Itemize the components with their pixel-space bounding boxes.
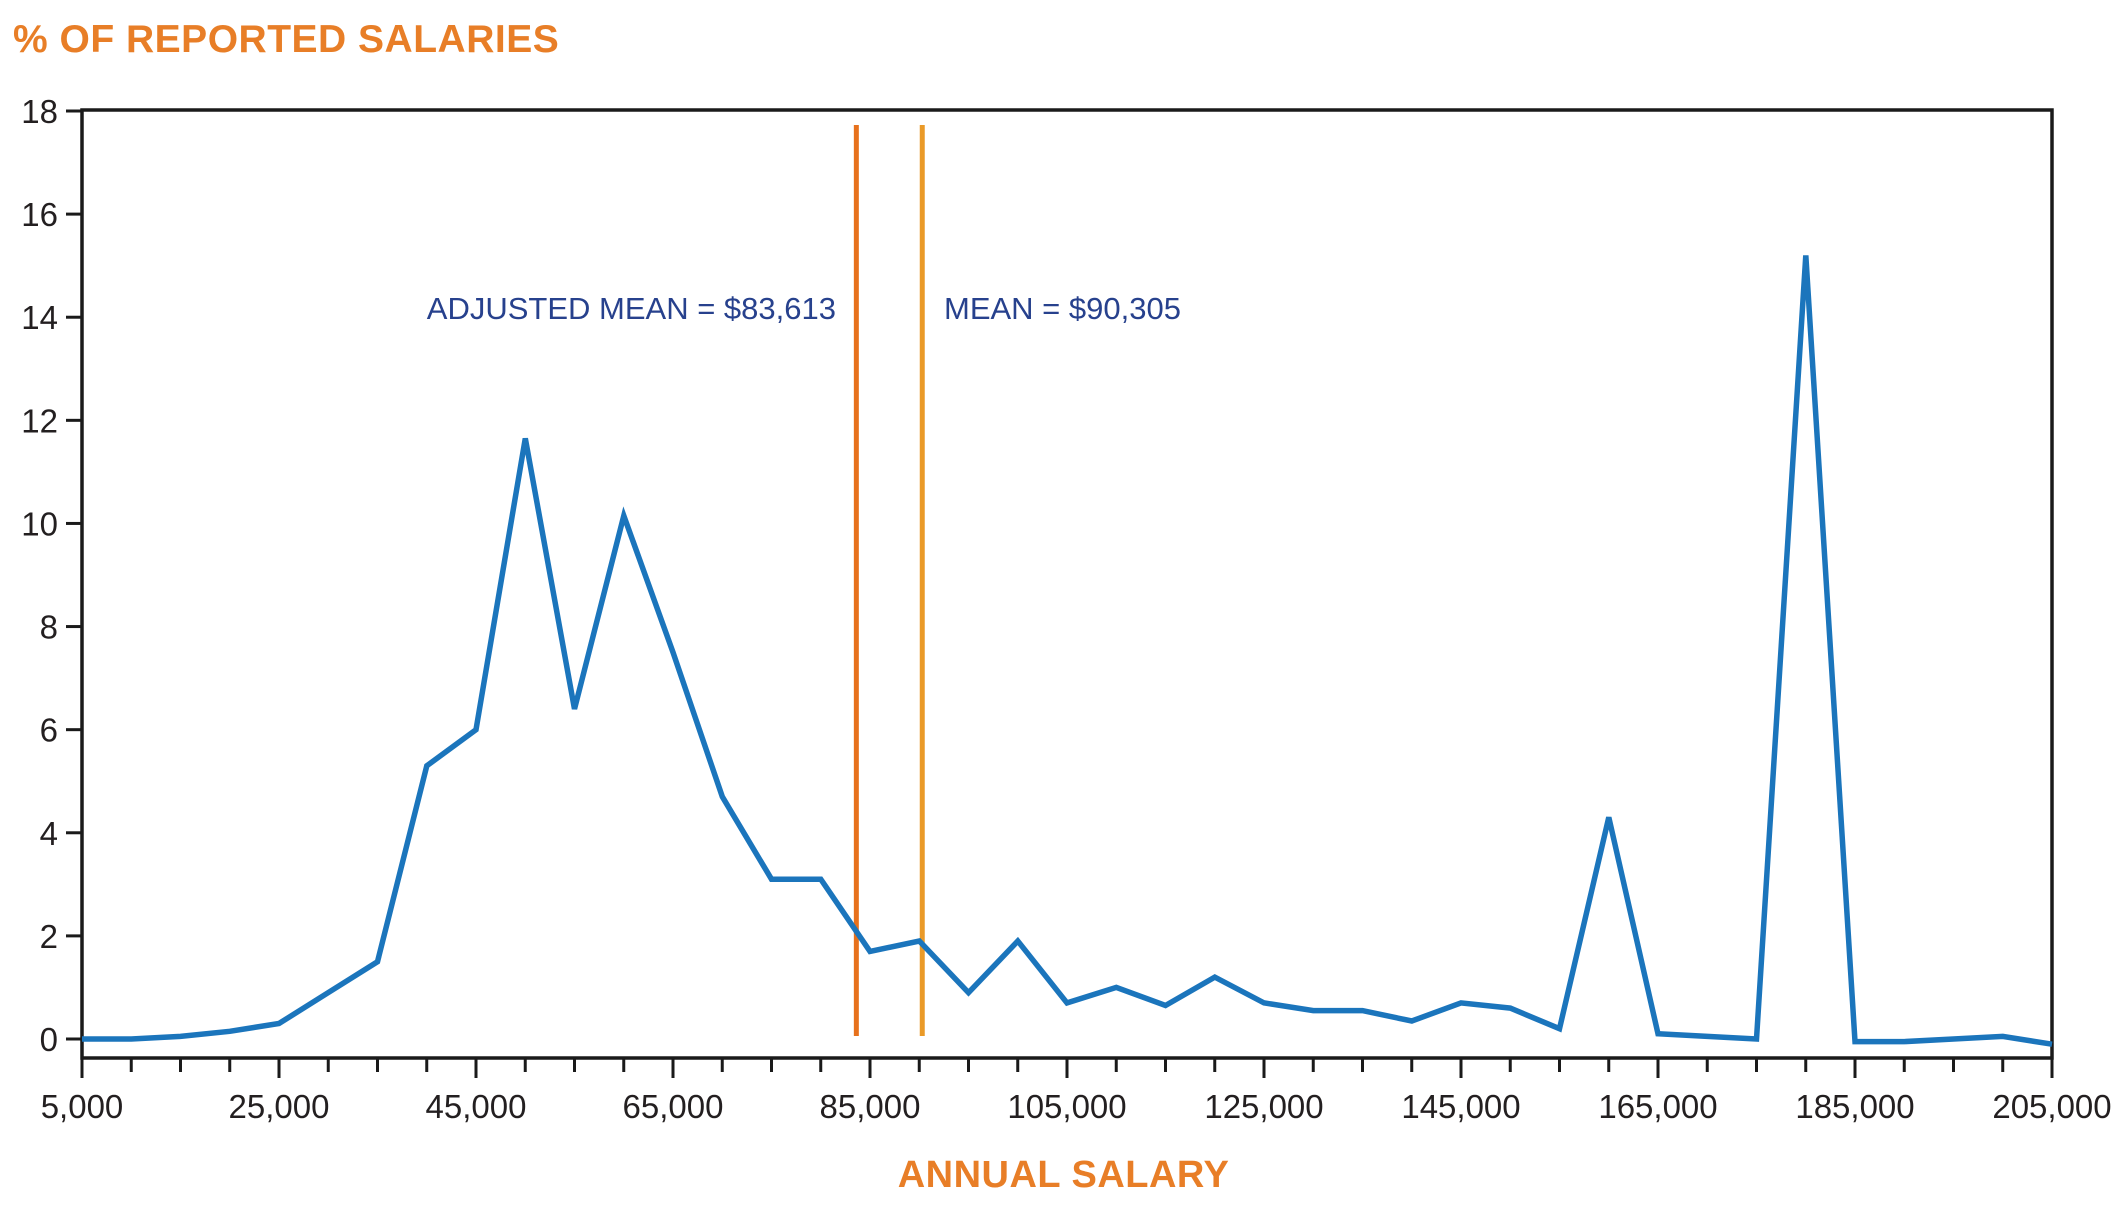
- y-tick-label: 12: [21, 402, 58, 439]
- x-tick-label: 185,000: [1795, 1088, 1914, 1125]
- x-tick-label: 45,000: [426, 1088, 527, 1125]
- x-tick-label: 5,000: [41, 1088, 124, 1125]
- x-tick-label: 165,000: [1598, 1088, 1717, 1125]
- salary-distribution-line: [82, 255, 2053, 1047]
- adjusted-mean-annotation: ADJUSTED MEAN = $83,613: [426, 291, 836, 326]
- x-axis-ticks: 5,000 25,000 45,000 65,000 85,000 105,000 125,…: [41, 1058, 2112, 1125]
- x-tick-label: 125,000: [1204, 1088, 1323, 1125]
- mean-reference-lines: [853, 125, 925, 1036]
- y-tick-label: 0: [40, 1021, 58, 1058]
- x-tick-label: 85,000: [820, 1088, 921, 1125]
- x-tick-label: 25,000: [229, 1088, 330, 1125]
- y-tick-label: 10: [21, 505, 58, 542]
- y-tick-label: 8: [40, 609, 58, 646]
- x-tick-label: 65,000: [623, 1088, 724, 1125]
- y-axis-title: % OF REPORTED SALARIES: [13, 18, 560, 61]
- y-tick-label: 2: [40, 918, 58, 955]
- y-axis-ticks: 0 2 4 6 8 10 12 14 16 18: [21, 93, 82, 1058]
- plot-border: [80, 108, 2054, 1060]
- y-tick-label: 16: [21, 196, 58, 233]
- y-tick-label: 6: [40, 712, 58, 749]
- x-tick-label: 145,000: [1401, 1088, 1520, 1125]
- y-tick-label: 14: [21, 299, 58, 336]
- x-axis-title: ANNUAL SALARY: [897, 1154, 1230, 1196]
- x-tick-label: 205,000: [1992, 1088, 2111, 1125]
- mean-annotation: MEAN = $90,305: [944, 291, 1181, 326]
- y-tick-label: 18: [21, 93, 58, 130]
- y-tick-label: 4: [40, 815, 58, 852]
- series-lines: [82, 255, 2053, 1047]
- x-tick-label: 105,000: [1007, 1088, 1126, 1125]
